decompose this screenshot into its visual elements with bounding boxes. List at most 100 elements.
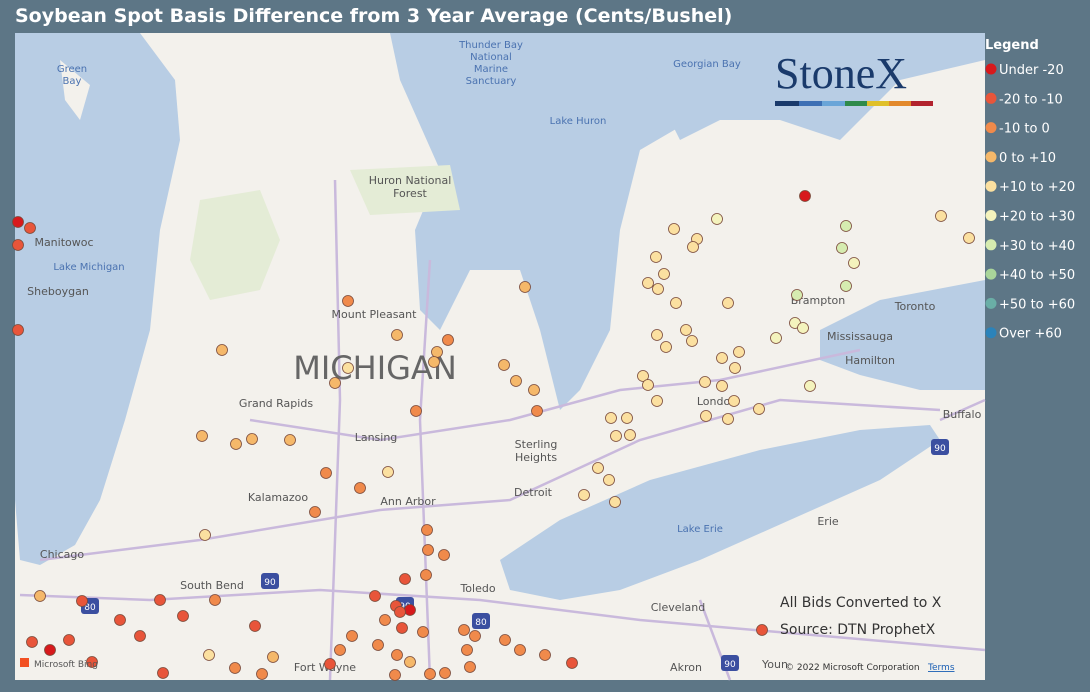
basis-point (804, 380, 816, 392)
basis-point (12, 239, 24, 251)
land (60, 60, 90, 120)
basis-point (354, 482, 366, 494)
basis-point (410, 405, 422, 417)
basis-point (651, 395, 663, 407)
basis-point (733, 346, 745, 358)
basis-point (309, 506, 321, 518)
basis-point (531, 405, 543, 417)
legend-label: +50 to +60 (999, 297, 1075, 312)
legend-label: Over +60 (999, 327, 1062, 342)
basis-point (687, 241, 699, 253)
basis-point (134, 630, 146, 642)
shield (261, 573, 279, 589)
basis-point (729, 362, 741, 374)
lake-erie (500, 425, 940, 600)
shield (931, 439, 949, 455)
basis-point (770, 332, 782, 344)
basis-point (660, 341, 672, 353)
basis-point (246, 433, 258, 445)
basis-point (799, 190, 811, 202)
basis-point (230, 438, 242, 450)
legend-swatch (985, 151, 997, 163)
legend-label: -10 to 0 (999, 122, 1050, 137)
basis-point (840, 280, 852, 292)
lake-michigan (15, 33, 180, 565)
basis-point (329, 377, 341, 389)
basis-point (510, 375, 522, 387)
shield-label: 90 (724, 660, 736, 670)
basis-point (650, 251, 662, 263)
logo-bar (775, 101, 933, 106)
basis-point (12, 324, 24, 336)
basis-point (63, 634, 75, 646)
basis-point (391, 649, 403, 661)
basis-point (498, 359, 510, 371)
basis-point (114, 614, 126, 626)
basis-point (700, 410, 712, 422)
basis-point (716, 352, 728, 364)
place-label: Sterling (515, 438, 558, 451)
basis-point (12, 216, 24, 228)
basis-point (324, 658, 336, 670)
basis-point (935, 210, 947, 222)
basis-point (680, 324, 692, 336)
place-label: Detroit (514, 486, 553, 499)
place-label: Forest (393, 187, 427, 200)
basis-point (528, 384, 540, 396)
basis-point (424, 668, 436, 680)
place-label: Cleveland (651, 601, 706, 614)
basis-point (382, 466, 394, 478)
place-label: Hamilton (845, 354, 895, 367)
basis-point (716, 380, 728, 392)
place-label: Toronto (894, 300, 936, 313)
water-label: Lake Erie (677, 524, 723, 535)
copyright: © 2022 Microsoft Corporation (785, 663, 920, 673)
basis-point (464, 661, 476, 673)
shield-label: 80 (475, 618, 487, 628)
place-label: MICHIGAN (293, 349, 457, 387)
place-label: Mississauga (827, 330, 893, 343)
basis-point (391, 329, 403, 341)
water-label: Lake Huron (550, 116, 607, 127)
basis-point (722, 297, 734, 309)
legend-label: +40 to +50 (999, 268, 1075, 283)
basis-point (578, 489, 590, 501)
basis-point (836, 242, 848, 254)
basis-point (499, 634, 511, 646)
place-label: Kalamazoo (248, 491, 309, 504)
place-label: Fort Wayne (294, 661, 356, 674)
place-label: Brampton (791, 294, 846, 307)
basis-point (458, 624, 470, 636)
basis-point (26, 636, 38, 648)
legend-label: +10 to +20 (999, 180, 1075, 195)
basis-point (229, 662, 241, 674)
bing-logo (20, 658, 29, 667)
basis-point (848, 257, 860, 269)
place-label: Erie (817, 515, 839, 528)
legend-swatch (985, 122, 997, 134)
water-label: Thunder Bay (458, 40, 523, 51)
place-label: Chicago (40, 548, 84, 561)
basis-point (431, 346, 443, 358)
basis-point (603, 474, 615, 486)
basis-point (609, 496, 621, 508)
legend-swatch (985, 239, 997, 251)
legend-label: Under -20 (999, 63, 1064, 78)
basis-point (728, 395, 740, 407)
bing: Microsoft Bing (34, 660, 98, 670)
basis-point (249, 620, 261, 632)
legend-swatch (985, 180, 997, 192)
water-label: Bay (63, 76, 82, 87)
basis-point (203, 649, 215, 661)
shield (472, 613, 490, 629)
terms-link[interactable]: Terms (927, 663, 955, 673)
basis-point (422, 544, 434, 556)
basis-point (711, 213, 723, 225)
basis-point (379, 614, 391, 626)
place-label: Manitowoc (34, 236, 93, 249)
place-label: Toledo (459, 582, 495, 595)
basis-point (699, 376, 711, 388)
water-label: Marine (474, 64, 508, 75)
